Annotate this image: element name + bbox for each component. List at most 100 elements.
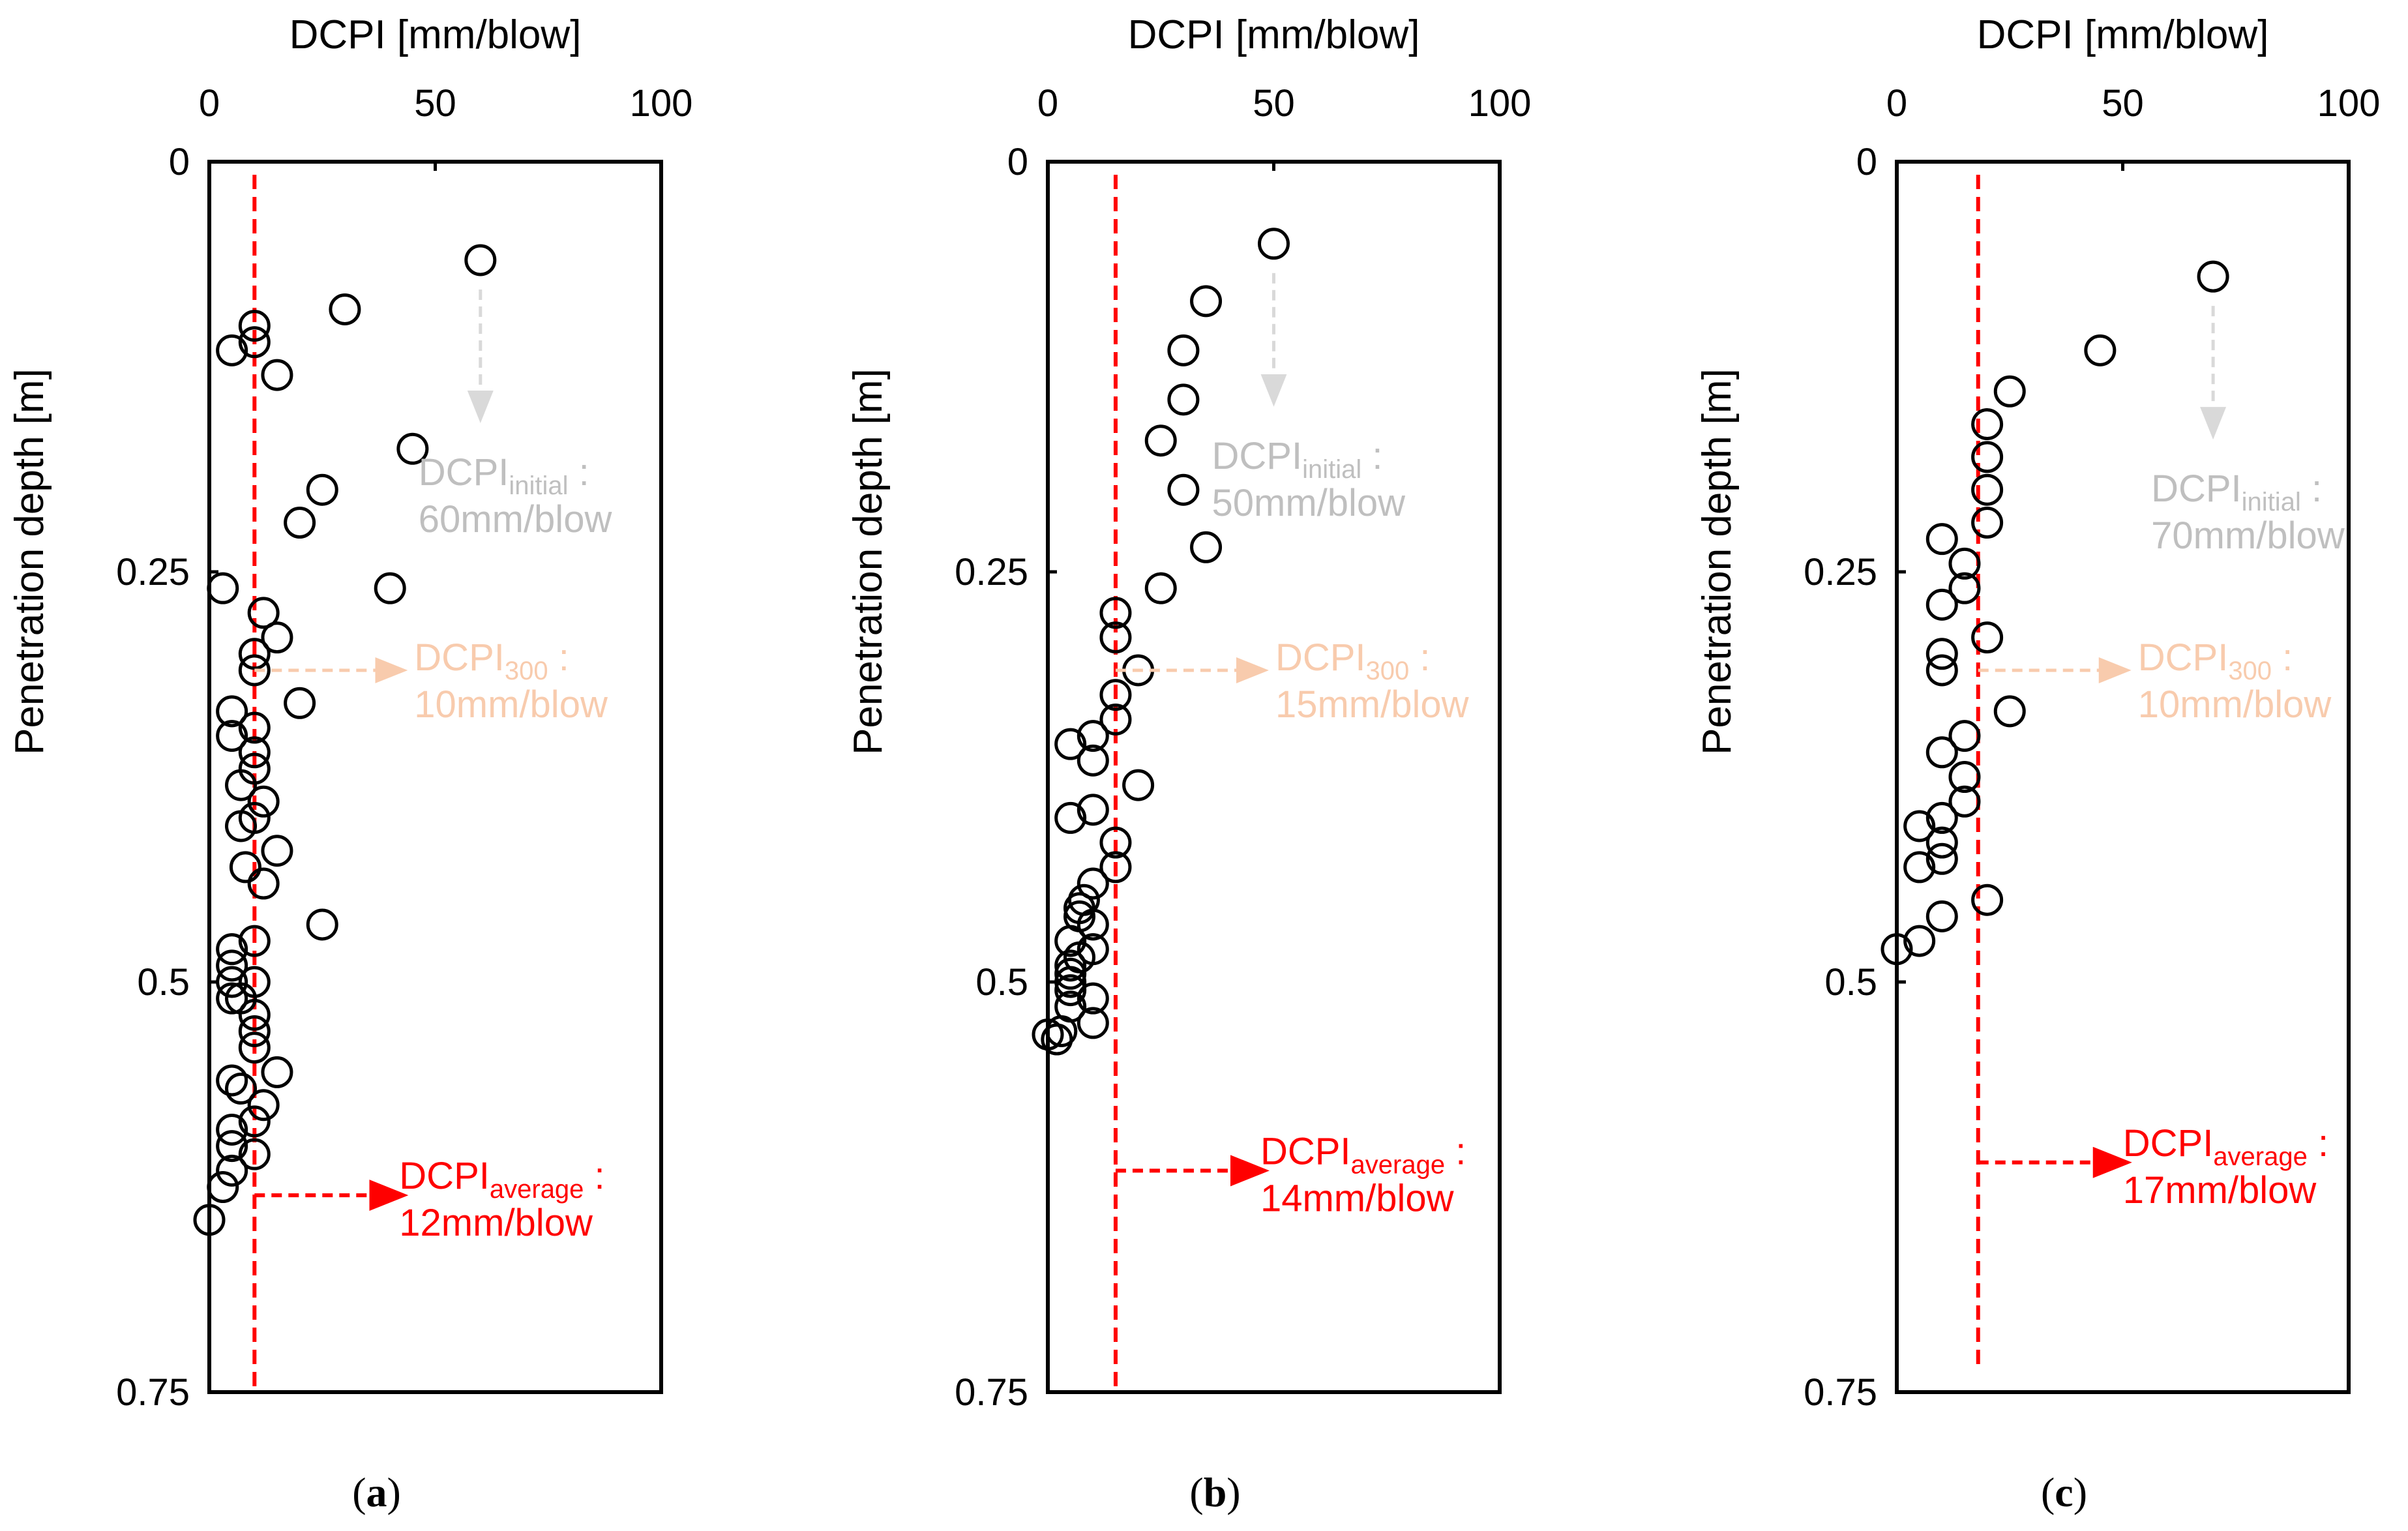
average-value: 14mm/blow bbox=[1260, 1177, 1455, 1219]
initial-value: 50mm/blow bbox=[1212, 482, 1406, 524]
average-value: 17mm/blow bbox=[2123, 1169, 2317, 1211]
data-point bbox=[261, 835, 293, 867]
initial-label: DCPIinitial : bbox=[419, 451, 589, 500]
data-point bbox=[1971, 507, 2004, 539]
data-point bbox=[1077, 794, 1109, 826]
data-point bbox=[1054, 949, 1087, 982]
x-tick-label: 100 bbox=[2317, 82, 2381, 125]
data-point bbox=[2197, 260, 2229, 293]
x-axis-title: DCPI [mm/blow] bbox=[1128, 12, 1420, 57]
y-axis-title: Penetration depth [m] bbox=[846, 368, 891, 755]
data-point bbox=[216, 695, 248, 728]
data-point bbox=[1054, 728, 1087, 760]
initial-value: 60mm/blow bbox=[419, 498, 613, 541]
data-point bbox=[238, 1138, 271, 1170]
data-point bbox=[1925, 826, 1958, 859]
data-point bbox=[1054, 957, 1087, 990]
data-point bbox=[1099, 597, 1132, 629]
data-point bbox=[284, 687, 316, 719]
data-point bbox=[247, 597, 280, 629]
data-point bbox=[2084, 334, 2117, 366]
data-point bbox=[1077, 1007, 1109, 1039]
data-point bbox=[464, 244, 497, 276]
data-point bbox=[284, 507, 316, 539]
data-point bbox=[1993, 695, 2026, 728]
data-point bbox=[1903, 851, 1936, 884]
data-point bbox=[238, 326, 271, 359]
x-tick-label: 100 bbox=[630, 82, 693, 125]
data-point bbox=[238, 638, 271, 670]
data-point bbox=[238, 925, 271, 957]
data-point bbox=[1258, 228, 1290, 260]
data-point bbox=[1925, 801, 1958, 834]
data-point bbox=[329, 293, 361, 325]
data-point bbox=[225, 810, 258, 842]
data-point bbox=[1099, 679, 1132, 711]
data-point bbox=[238, 1105, 271, 1138]
data-point bbox=[1054, 974, 1087, 1007]
data-point bbox=[1925, 638, 1958, 670]
data-point bbox=[1993, 375, 2026, 408]
data-point bbox=[1948, 572, 1981, 604]
y-axis-title: Penetration depth [m] bbox=[7, 368, 52, 755]
data-point bbox=[1077, 867, 1109, 900]
data-point bbox=[1122, 769, 1155, 801]
data-point bbox=[225, 1073, 258, 1105]
data-point bbox=[216, 1113, 248, 1146]
data-point bbox=[1077, 982, 1109, 1015]
data-point bbox=[216, 1064, 248, 1097]
chart-panel-b: DCPI [mm/blow] 0 50 100 0 0.25 0.5 0.75 Penetrat… bbox=[846, 12, 1531, 1515]
data-point bbox=[207, 572, 239, 604]
y-tick-label: 0.75 bbox=[1804, 1371, 1877, 1414]
data-point bbox=[247, 1089, 280, 1122]
y-tick-label: 0.75 bbox=[116, 1371, 190, 1414]
data-point bbox=[1925, 736, 1958, 769]
data-point bbox=[1099, 703, 1132, 736]
data-point bbox=[1948, 720, 1981, 752]
y-tick-label: 0 bbox=[1856, 141, 1877, 183]
data-point bbox=[1054, 966, 1087, 998]
data-point bbox=[1971, 441, 2004, 473]
average-label: DCPIaverage : bbox=[2123, 1122, 2328, 1171]
data-point bbox=[1167, 473, 1200, 506]
initial-label: DCPIinitial : bbox=[1212, 435, 1383, 484]
chart-panel-c: DCPI [mm/blow] 0 50 100 0 0.25 0.5 0.75 Penetrat… bbox=[1695, 12, 2380, 1515]
data-point bbox=[306, 908, 338, 941]
data-point bbox=[193, 1204, 226, 1236]
d300-value: 10mm/blow bbox=[414, 683, 608, 726]
data-point bbox=[207, 1171, 239, 1203]
data-point bbox=[1925, 654, 1958, 687]
data-point bbox=[1077, 720, 1109, 752]
data-point bbox=[247, 867, 280, 900]
data-point bbox=[247, 785, 280, 818]
data-point bbox=[1054, 801, 1087, 834]
x-tick-label: 50 bbox=[2102, 82, 2144, 125]
d300-value: 10mm/blow bbox=[2138, 683, 2332, 726]
d300-label: DCPI300 : bbox=[1275, 636, 1431, 685]
data-point bbox=[1903, 810, 1936, 842]
data-point bbox=[261, 359, 293, 391]
data-point bbox=[261, 1056, 293, 1088]
data-point bbox=[1925, 900, 1958, 932]
panel-label: (a) bbox=[352, 1469, 401, 1515]
data-point bbox=[1099, 826, 1132, 859]
y-tick-label: 0.25 bbox=[116, 551, 190, 593]
data-point bbox=[1077, 908, 1109, 941]
y-tick-label: 0.25 bbox=[1804, 551, 1877, 593]
y-tick-label: 0.75 bbox=[955, 1371, 1028, 1414]
data-point bbox=[1041, 1023, 1073, 1056]
data-point bbox=[1144, 572, 1177, 604]
data-point bbox=[1925, 842, 1958, 875]
data-point bbox=[238, 1032, 271, 1064]
data-point bbox=[216, 966, 248, 998]
y-tick-label: 0.5 bbox=[1824, 961, 1877, 1003]
data-point bbox=[1948, 761, 1981, 793]
data-point bbox=[1144, 424, 1177, 457]
panel-label: (b) bbox=[1189, 1469, 1240, 1515]
x-tick-label: 50 bbox=[414, 82, 456, 125]
data-point bbox=[1948, 785, 1981, 818]
data-point bbox=[396, 432, 429, 465]
average-label: DCPIaverage : bbox=[399, 1155, 604, 1204]
data-point bbox=[1190, 531, 1223, 563]
